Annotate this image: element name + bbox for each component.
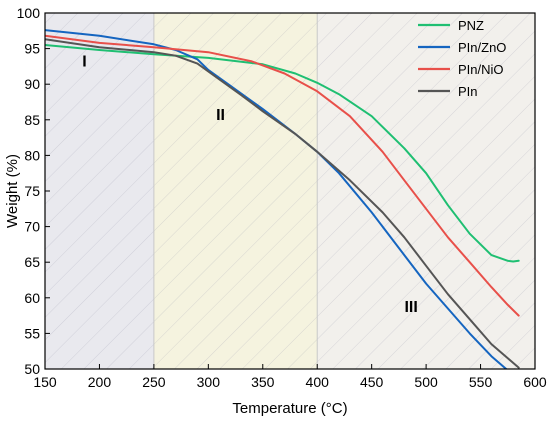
region-label-1: I xyxy=(82,53,86,70)
y-tick-label: 80 xyxy=(24,147,40,163)
x-axis-title: Temperature (°C) xyxy=(232,400,347,417)
x-tick-label: 250 xyxy=(142,374,166,390)
y-tick-label: 100 xyxy=(17,5,41,21)
region-label-3: III xyxy=(404,299,417,316)
y-tick-label: 85 xyxy=(24,112,40,128)
y-tick-label: 95 xyxy=(24,41,40,57)
series-line-pin xyxy=(45,38,520,369)
y-tick-label: 55 xyxy=(24,325,40,341)
legend: PNZ PIn/ZnO PIn/NiO PIn xyxy=(418,18,506,99)
x-axis-ticks: 150 200 250 300 350 400 450 500 550 600 xyxy=(33,364,547,390)
legend-label: PNZ xyxy=(458,18,484,33)
x-tick-label: 550 xyxy=(469,374,493,390)
x-tick-label: 500 xyxy=(414,374,438,390)
x-tick-label: 600 xyxy=(523,374,547,390)
series-layer xyxy=(45,29,520,369)
x-tick-label: 400 xyxy=(306,374,330,390)
y-tick-label: 75 xyxy=(24,183,40,199)
x-tick-label: 300 xyxy=(197,374,221,390)
y-tick-label: 60 xyxy=(24,290,40,306)
y-axis-title: Weight (%) xyxy=(4,154,21,228)
x-tick-label: 350 xyxy=(251,374,275,390)
y-tick-label: 65 xyxy=(24,254,40,270)
y-tick-label: 50 xyxy=(24,361,40,377)
y-tick-label: 90 xyxy=(24,76,40,92)
region-label-2: II xyxy=(216,107,225,124)
legend-label: PIn/NiO xyxy=(458,62,504,77)
legend-label: PIn/ZnO xyxy=(458,40,506,55)
series-line-pin-nio xyxy=(45,34,520,317)
legend-label: PIn xyxy=(458,84,478,99)
y-tick-label: 70 xyxy=(24,219,40,235)
x-tick-label: 150 xyxy=(33,374,57,390)
x-tick-label: 450 xyxy=(360,374,384,390)
region-2-hatch xyxy=(153,13,318,369)
region-1-hatch xyxy=(45,13,154,369)
x-tick-label: 200 xyxy=(88,374,112,390)
region-dividers xyxy=(153,13,318,369)
y-axis-ticks: 50 55 60 65 70 75 80 85 90 95 100 xyxy=(17,5,50,377)
